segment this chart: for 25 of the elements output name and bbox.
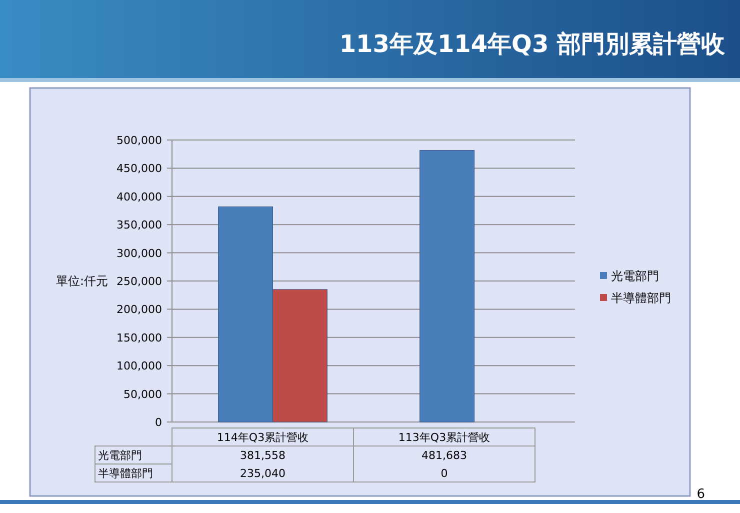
y-tick-label: 500,000 xyxy=(116,134,162,147)
data-label: 0 xyxy=(440,467,448,480)
chart-title: 113年及114年Q3 部門別累計營收 xyxy=(339,30,726,58)
y-tick-label: 150,000 xyxy=(116,331,162,344)
y-tick-label: 300,000 xyxy=(116,246,162,260)
y-tick-label: 400,000 xyxy=(116,190,162,204)
text: 半導體部門 xyxy=(98,467,153,480)
legend-label: 光電部門 xyxy=(611,269,659,283)
data-label: 481,683 xyxy=(422,449,467,462)
data-label: 235,040 xyxy=(240,467,286,480)
y-axis-title: 單位:仟元 xyxy=(56,274,108,288)
x-tick-label: 113年Q3累計營收 xyxy=(398,431,490,444)
text: 光電部門 xyxy=(98,449,142,462)
y-tick-label: 450,000 xyxy=(116,162,162,176)
text: 6 xyxy=(696,487,705,502)
y-tick-label: 250,000 xyxy=(116,275,162,288)
data-label: 381,558 xyxy=(240,449,286,462)
bar xyxy=(420,150,474,422)
legend-label: 半導體部門 xyxy=(611,291,671,305)
y-tick-label: 200,000 xyxy=(116,303,162,316)
y-tick-label: 350,000 xyxy=(116,218,162,232)
y-tick-label: 0 xyxy=(155,416,162,429)
y-tick-label: 50,000 xyxy=(124,388,162,401)
y-tick-label: 100,000 xyxy=(116,360,162,373)
x-tick-label: 114年Q3累計營收 xyxy=(216,431,309,444)
